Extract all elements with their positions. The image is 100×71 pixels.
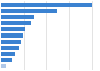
Bar <box>1 27 26 32</box>
Bar <box>1 46 19 50</box>
Bar <box>1 33 23 38</box>
Bar <box>1 9 57 13</box>
Bar <box>1 58 12 62</box>
Bar <box>1 64 6 68</box>
Bar <box>1 21 31 25</box>
Bar <box>1 3 92 7</box>
Bar <box>1 52 15 56</box>
Bar <box>1 39 21 44</box>
Bar <box>1 15 34 19</box>
